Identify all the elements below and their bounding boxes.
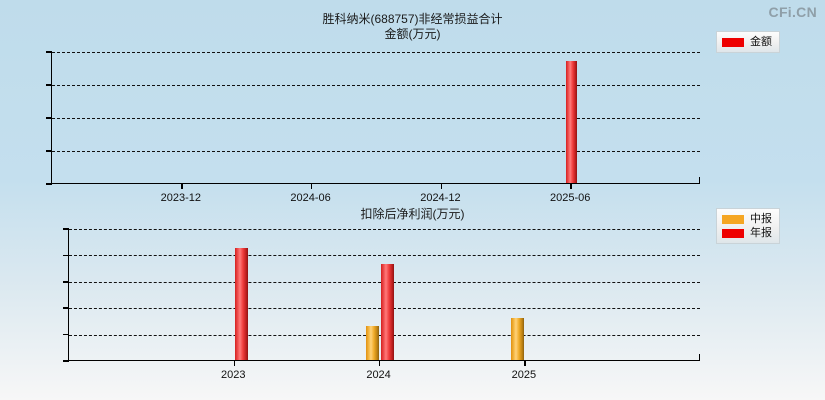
x-axis-tick-mark <box>378 360 381 366</box>
gridline <box>52 52 700 53</box>
legend-swatch-annual <box>722 228 744 238</box>
upper-chart-subtitle: 金额(万元) <box>384 27 441 41</box>
y-axis-tick-mark <box>46 51 52 53</box>
y-axis-tick-mark <box>63 333 69 336</box>
legend-label-interim: 中报 <box>750 213 772 225</box>
x-axis-tick-mark <box>310 183 313 189</box>
y-axis-tick-mark <box>63 281 69 283</box>
legend-swatch-interim <box>722 214 744 224</box>
upper-chart-title: 胜科纳米(688757)非经常损益合计 <box>322 12 503 26</box>
y-axis-tick-mark <box>46 117 52 119</box>
x-axis-tick-label: 2024-06 <box>290 192 331 204</box>
y-axis-tick-mark <box>63 254 69 257</box>
x-axis-tick-mark <box>181 183 183 189</box>
chart-bar[interactable] <box>235 247 249 360</box>
x-axis-tick-mark <box>524 360 526 366</box>
x-axis-tick-label: 2025 <box>511 369 537 381</box>
gridline <box>69 255 700 257</box>
y-axis-tick-mark <box>63 360 69 362</box>
chart-bar[interactable] <box>565 60 577 183</box>
lower-chart-legend: 中报 年报 <box>716 208 780 244</box>
legend-item-annual: 年报 <box>722 226 772 240</box>
legend-item-interim: 中报 <box>722 212 772 226</box>
y-axis-tick-mark <box>46 183 52 185</box>
legend-label-amount: 金额 <box>750 36 772 48</box>
x-axis-tick-mark <box>440 183 443 189</box>
chart-bar[interactable] <box>510 317 524 360</box>
gridline <box>52 151 700 152</box>
y-axis-tick-mark <box>63 228 69 230</box>
chart-bar[interactable] <box>365 325 379 360</box>
legend-swatch-amount <box>722 37 744 47</box>
lower-chart-title: 扣除后净利润(万元) <box>360 207 465 221</box>
legend-label-annual: 年报 <box>750 227 772 239</box>
y-axis-tick-mark <box>46 84 52 86</box>
x-axis-tick-mark <box>570 183 572 189</box>
chart-bar[interactable] <box>380 263 394 360</box>
upper-plot-right-tick <box>698 177 700 183</box>
x-axis-tick-label: 2023 <box>221 369 246 381</box>
upper-chart-legend: 金额 <box>716 31 780 53</box>
gridline <box>69 229 700 230</box>
watermark: CFi.CN <box>768 4 817 20</box>
y-axis-tick-mark <box>46 150 52 152</box>
x-axis-tick-label: 2024-12 <box>420 192 461 204</box>
upper-plot-area <box>46 51 700 189</box>
x-axis-tick-mark <box>233 360 236 366</box>
gridline <box>52 118 700 119</box>
x-axis-tick-label: 2024 <box>366 369 391 381</box>
lower-plot-right-tick <box>698 354 700 360</box>
x-axis-tick-label: 2023-12 <box>160 192 201 204</box>
x-axis-tick-label: 2025-06 <box>550 192 591 204</box>
legend-item-amount: 金额 <box>722 35 772 49</box>
y-axis-tick-mark <box>63 307 69 309</box>
lower-plot-area <box>63 228 700 366</box>
gridline <box>52 85 700 86</box>
